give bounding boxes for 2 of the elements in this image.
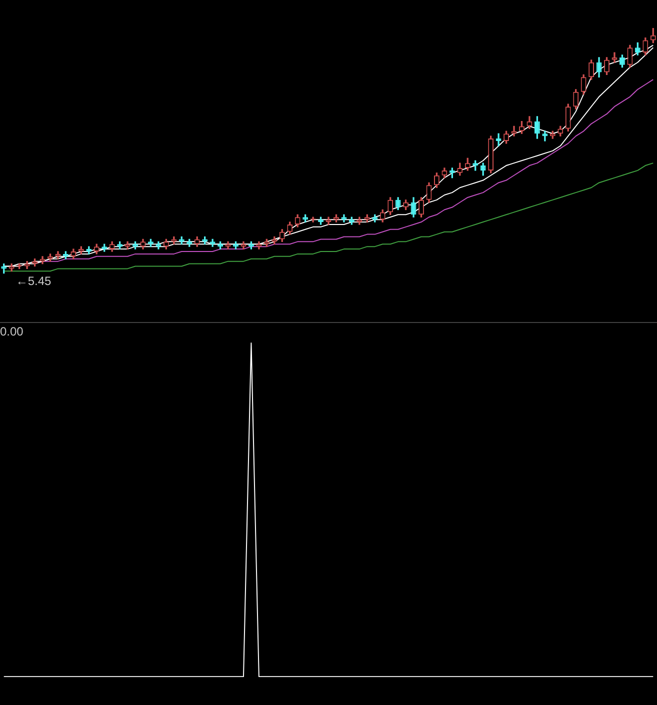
annotation: ←5.45 xyxy=(16,274,52,288)
text: 0.00 xyxy=(0,324,24,338)
